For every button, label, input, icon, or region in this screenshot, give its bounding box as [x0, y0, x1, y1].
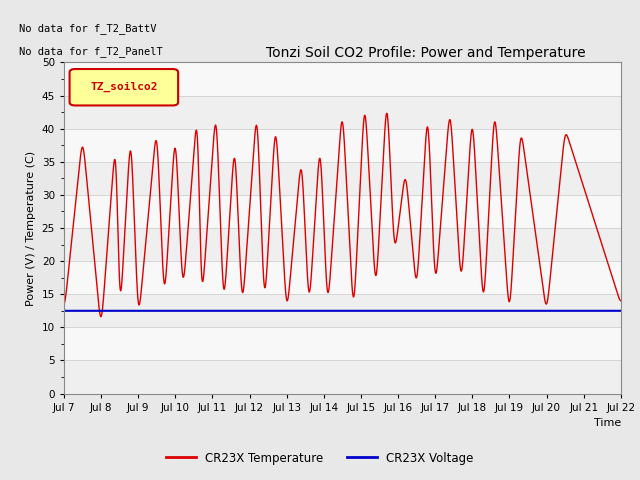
CR23X Voltage — [60, 308, 68, 314]
CR23X Voltage — [298, 308, 305, 314]
CR23X Voltage — [546, 308, 554, 314]
Legend: CR23X Temperature, CR23X Voltage: CR23X Temperature, CR23X Voltage — [162, 447, 478, 469]
CR23X Voltage — [124, 308, 131, 314]
CR23X Temperature — [547, 274, 554, 280]
CR23X Voltage — [617, 308, 625, 314]
Bar — [64, 162, 621, 195]
Bar — [64, 360, 621, 394]
CR23X Voltage — [606, 308, 614, 314]
CR23X Temperature — [60, 300, 68, 306]
Bar — [64, 96, 621, 129]
CR23X Voltage — [157, 308, 164, 314]
CR23X Temperature — [606, 268, 614, 274]
CR23X Voltage — [274, 308, 282, 314]
CR23X Temperature — [383, 110, 390, 116]
CR23X Temperature — [617, 298, 625, 304]
Text: No data for f_T2_PanelT: No data for f_T2_PanelT — [19, 46, 163, 57]
CR23X Temperature — [298, 170, 306, 176]
Line: CR23X Temperature: CR23X Temperature — [64, 113, 621, 317]
Bar — [64, 294, 621, 327]
Y-axis label: Power (V) / Temperature (C): Power (V) / Temperature (C) — [26, 150, 36, 306]
X-axis label: Time: Time — [593, 418, 621, 428]
CR23X Temperature — [157, 217, 164, 223]
FancyBboxPatch shape — [70, 69, 178, 106]
Text: TZ_soilco2: TZ_soilco2 — [90, 82, 158, 92]
CR23X Temperature — [124, 179, 132, 184]
Text: No data for f_T2_BattV: No data for f_T2_BattV — [19, 23, 157, 34]
CR23X Temperature — [274, 153, 282, 158]
Bar — [64, 228, 621, 261]
CR23X Temperature — [97, 314, 105, 320]
Title: Tonzi Soil CO2 Profile: Power and Temperature: Tonzi Soil CO2 Profile: Power and Temper… — [266, 46, 586, 60]
